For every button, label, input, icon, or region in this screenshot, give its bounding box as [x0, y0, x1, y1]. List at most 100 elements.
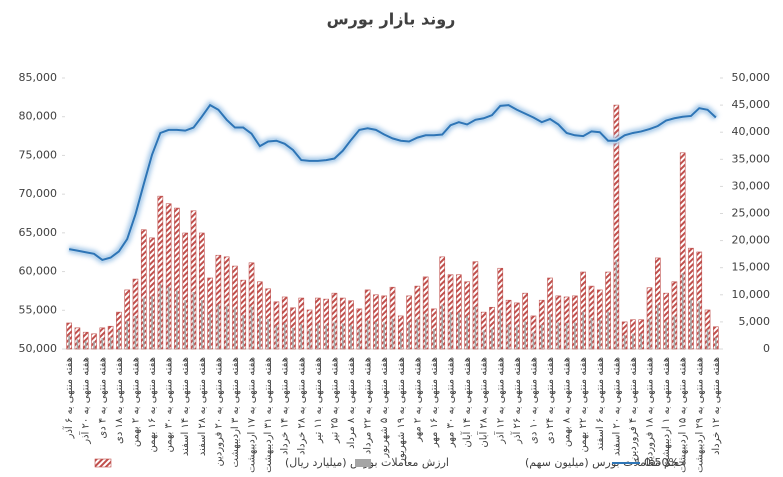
bar: [308, 328, 311, 349]
x-tick-label: هفته منتهی به ۶ اسفند: [595, 357, 606, 451]
bar: [300, 324, 303, 349]
y2-tick-label: 10,000: [732, 288, 771, 301]
bar: [416, 318, 419, 349]
bar: [574, 322, 576, 349]
x-tick-label: هفته منتهی به ۲۹ اردیبهشت: [694, 357, 705, 473]
y2-tick-label: 35,000: [732, 152, 771, 165]
x-tick-label: هفته منتهی به ۳۰ مهر: [446, 357, 457, 448]
x-tick-label: هفته منتهی به ۲۰ اسفند: [611, 357, 622, 456]
bar: [68, 335, 70, 349]
bar: [598, 319, 601, 349]
bar: [134, 315, 137, 349]
bar: [242, 314, 245, 349]
x-tick-label: هفته منتهی به ۱۸ فروردین: [645, 357, 656, 466]
bar: [424, 313, 427, 349]
x-tick-label: هفته منتهی به ۳۱ اردیبهشت: [263, 357, 274, 473]
bar: [441, 304, 444, 349]
bar: [615, 260, 618, 349]
line: [68, 103, 717, 262]
bar: [474, 306, 477, 349]
bar: [375, 321, 377, 349]
bar: [383, 322, 386, 349]
bar: [159, 283, 162, 349]
bar: [433, 328, 435, 349]
x-tick-label: هفته منتهی به ۲۰ آذر: [79, 357, 92, 445]
bar: [283, 322, 286, 349]
y-tick-label: 80,000: [19, 110, 58, 123]
x-tick-label: هفته منتهی به ۸ مرداد: [346, 357, 357, 449]
bar: [101, 338, 104, 349]
y-tick-label: 70,000: [19, 187, 58, 200]
x-tick-label: هفته منتهی به ۱۹ شهریور: [396, 357, 407, 464]
bar: [250, 306, 253, 349]
x-tick-label: هفته منتهی به ۱۶ بهمن: [147, 357, 158, 452]
bar: [590, 318, 593, 349]
x-tick-label: هفته منتهی به ۴ فروردین: [628, 357, 639, 461]
bar: [565, 322, 568, 349]
legend-swatch: [94, 458, 112, 468]
x-tick-label: هفته منتهی به ۸ بهمن: [562, 357, 573, 447]
y2-tick-label: 45,000: [732, 98, 771, 111]
bar: [317, 323, 319, 349]
bar: [192, 292, 195, 349]
x-tick-label: هفته منتهی به ۲۲ بهمن: [578, 357, 589, 452]
x-tick-label: هفته منتهی به ۲۸ خرداد: [296, 357, 307, 455]
bar: [234, 307, 236, 349]
bar: [126, 320, 128, 349]
bar: [275, 325, 278, 349]
bar: [267, 319, 269, 349]
y-tick-label: 55,000: [19, 303, 58, 316]
bar: [673, 315, 676, 349]
bar: [151, 295, 153, 349]
x-tick-label: هفته منتهی به ۲۸ اسفند: [197, 357, 208, 456]
legend-label: حجم معاملات بورس (میلیون سهم): [525, 456, 685, 469]
bar: [292, 327, 294, 349]
bar: [532, 332, 535, 349]
x-tick-label: هفته منتهی به ۲۸ آبان: [477, 357, 490, 448]
y-tick-label: 60,000: [19, 265, 58, 278]
y2-tick-label: 40,000: [732, 125, 771, 138]
bar: [201, 300, 203, 349]
bar: [84, 340, 87, 349]
y2-tick-label: 20,000: [732, 234, 771, 247]
bar: [607, 311, 609, 349]
bar: [391, 318, 394, 349]
bar: [466, 315, 468, 349]
bar: [557, 322, 560, 349]
y-tick-label: 50,000: [19, 342, 58, 355]
x-tick-label: هفته منتهی به ۲۴ دی: [545, 357, 556, 444]
x-tick-label: هفته منتهی به ۲۲ مرداد: [363, 357, 374, 454]
bar: [109, 337, 112, 349]
bar: [366, 320, 369, 349]
bar: [184, 300, 187, 349]
bar: [665, 321, 667, 349]
bar: [93, 341, 95, 349]
bar: [582, 311, 584, 349]
x-tick-label: هفته منتهی به ۶ آذر: [62, 357, 75, 439]
bar: [333, 321, 336, 349]
bar: [325, 324, 327, 349]
x-tick-label: هفته منتهی به ۵ شهریور: [379, 357, 390, 459]
bar: [225, 305, 228, 349]
bar: [524, 321, 526, 349]
x-tick-label: هفته منتهی به ۱۴ اسفند: [180, 357, 191, 456]
bar: [76, 339, 79, 349]
bar: [482, 330, 485, 349]
x-tick-label: هفته منتهی به ۱ اردیبهشت: [661, 357, 672, 468]
y-tick-label: 85,000: [19, 71, 58, 84]
x-tick-label: هفته منتهی به ۲۵ تیر: [329, 357, 340, 444]
bar: [681, 273, 684, 349]
bar: [640, 333, 643, 349]
bar: [408, 322, 410, 349]
bar: [549, 314, 551, 349]
bar: [217, 304, 220, 349]
x-tick-label: هفته منتهی به ۲ بهمن: [130, 357, 141, 447]
x-tick-label: هفته منتهی به ۲۶ آذر: [510, 357, 523, 445]
y2-tick-label: 30,000: [732, 179, 771, 192]
x-tick-label: هفته منتهی به ۱۰ دی: [528, 357, 539, 444]
y-tick-label: 75,000: [19, 148, 58, 161]
legend-swatch: [355, 459, 371, 467]
y2-tick-label: 50,000: [732, 71, 771, 84]
